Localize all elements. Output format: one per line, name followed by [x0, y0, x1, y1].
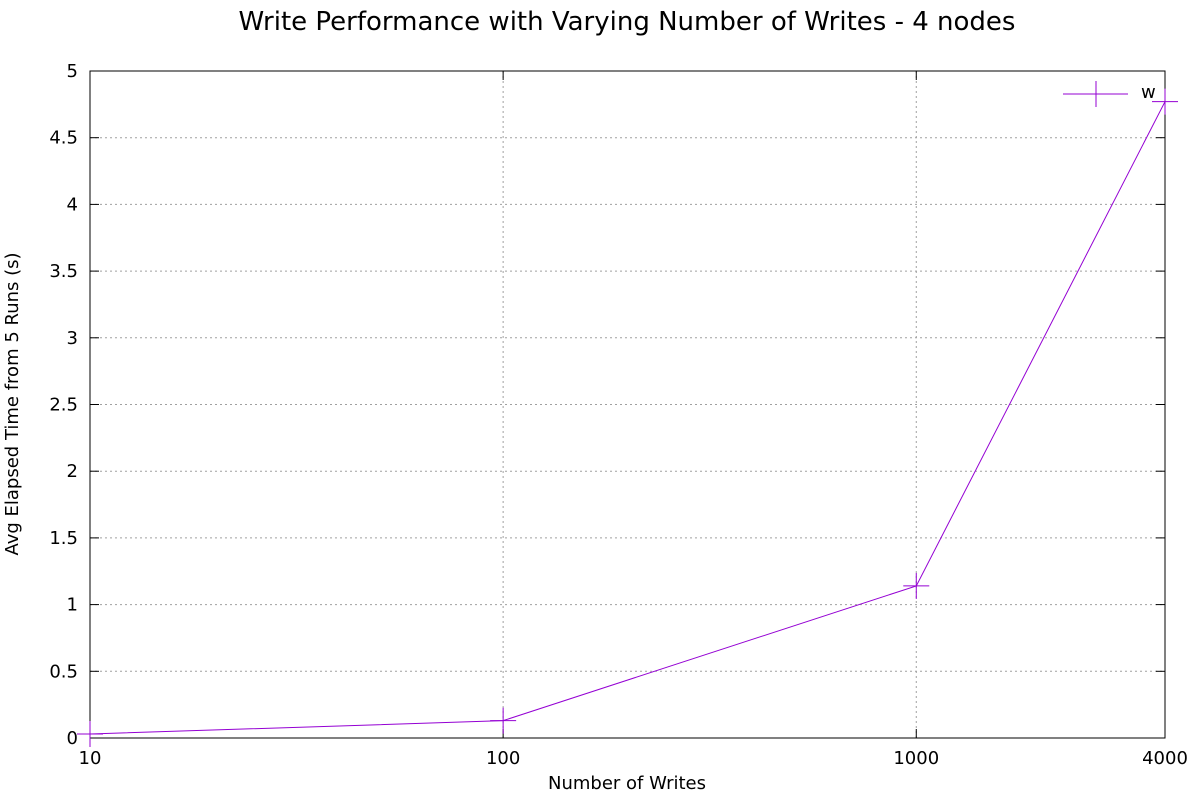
- legend-label: w: [1141, 82, 1156, 103]
- chart-title: Write Performance with Varying Number of…: [239, 7, 1016, 37]
- y-axis-title: Avg Elapsed Time from 5 Runs (s): [2, 252, 23, 555]
- x-tick-label: 1000: [893, 748, 939, 769]
- series-line-w: [89, 101, 1166, 735]
- y-tick-label: 0: [67, 728, 78, 749]
- series-layer: [77, 88, 1178, 747]
- data-point: [490, 707, 517, 734]
- x-tick-label: 4000: [1142, 748, 1188, 769]
- y-tick-label: 1: [67, 595, 78, 616]
- y-tick-label: 3.5: [49, 261, 78, 282]
- y-tick-label: 5: [67, 61, 78, 82]
- data-point: [903, 572, 930, 599]
- axis-ticks: 0 0.5 1 1.5 2 2.5 3 3.5 4 4.5 5 10 100 1000 4000: [49, 61, 1188, 769]
- y-tick-label: 2: [67, 461, 78, 482]
- x-tick-label: 100: [486, 748, 520, 769]
- legend: w: [1063, 81, 1156, 107]
- y-tick-label: 4.5: [49, 128, 78, 149]
- x-tick-label: 10: [79, 748, 102, 769]
- data-point: [1152, 88, 1178, 115]
- grid-lines: [90, 71, 1165, 738]
- x-axis-title: Number of Writes: [548, 773, 706, 794]
- y-tick-label: 3: [67, 328, 78, 349]
- y-tick-label: 4: [67, 194, 78, 215]
- y-tick-label: 0.5: [49, 661, 78, 682]
- y-tick-label: 2.5: [49, 395, 78, 416]
- y-tick-label: 1.5: [49, 528, 78, 549]
- data-point: [77, 720, 103, 747]
